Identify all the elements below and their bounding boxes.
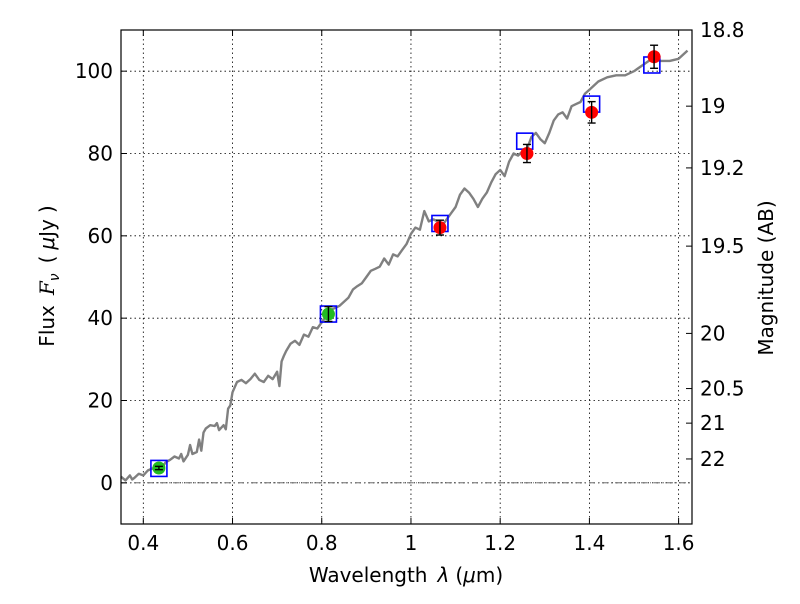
right-tick-label: 19.2 — [700, 156, 745, 180]
right-tick-label: 20 — [700, 321, 725, 345]
y-tick-label: 60 — [88, 224, 113, 248]
tick-layer: 0.4 0.6 0.8 1 1.2 1.4 1.6 0 20 40 60 80 100 18.8 19 19.… — [75, 18, 745, 555]
right-tick-label: 20.5 — [700, 377, 745, 401]
x-axis-unit-rest: m) — [476, 563, 503, 587]
y-tick-label: 20 — [88, 389, 113, 413]
x-tick-label: 0.8 — [306, 531, 338, 555]
model-photometry-square — [150, 459, 168, 478]
right-tick-label: 19.5 — [700, 234, 745, 258]
y-axis-unit-mu: μ — [35, 237, 59, 251]
right-axis-title: Magnitude (AB) — [754, 200, 778, 355]
x-axis-label-text: Wavelength — [309, 563, 428, 587]
y-axis-label-text: Flux — [35, 305, 59, 347]
x-tick-label: 1.6 — [663, 531, 695, 555]
x-tick-label: 1 — [405, 531, 418, 555]
y-axis-unit-rest: Jy — [35, 219, 59, 239]
right-tick-label: 21 — [700, 411, 725, 435]
x-tick-label: 0.6 — [217, 531, 249, 555]
y-axis-title: Flux Fν ( μJy) — [35, 205, 63, 346]
series-layer — [120, 44, 689, 482]
y-axis-unit-open: ( — [35, 256, 59, 264]
right-tick-label: 18.8 — [700, 18, 745, 42]
grid-layer — [121, 30, 692, 524]
plot-frame — [120, 29, 693, 525]
spectrum-line — [120, 49, 689, 482]
y-tick-label: 0 — [100, 471, 113, 495]
x-axis-symbol: λ — [436, 563, 449, 587]
x-axis-unit-open: ( — [455, 563, 463, 587]
right-tick-label: 22 — [700, 447, 725, 471]
x-axis-unit-mu: μ — [462, 563, 476, 587]
x-tick-label: 1.2 — [484, 531, 516, 555]
frame-layer — [120, 29, 693, 525]
y-tick-label: 80 — [88, 142, 113, 166]
right-tick-label: 19 — [700, 94, 725, 118]
x-tick-label: 1.4 — [573, 531, 605, 555]
y-tick-label: 100 — [75, 59, 113, 83]
x-tick-label: 0.4 — [127, 531, 159, 555]
y-axis-subscript: ν — [47, 273, 63, 281]
y-axis-unit-close: ) — [35, 205, 59, 213]
x-axis-title: Wavelength λ (μm) — [309, 563, 503, 587]
y-tick-label: 40 — [88, 306, 113, 330]
y-axis-symbol: F — [35, 280, 59, 296]
